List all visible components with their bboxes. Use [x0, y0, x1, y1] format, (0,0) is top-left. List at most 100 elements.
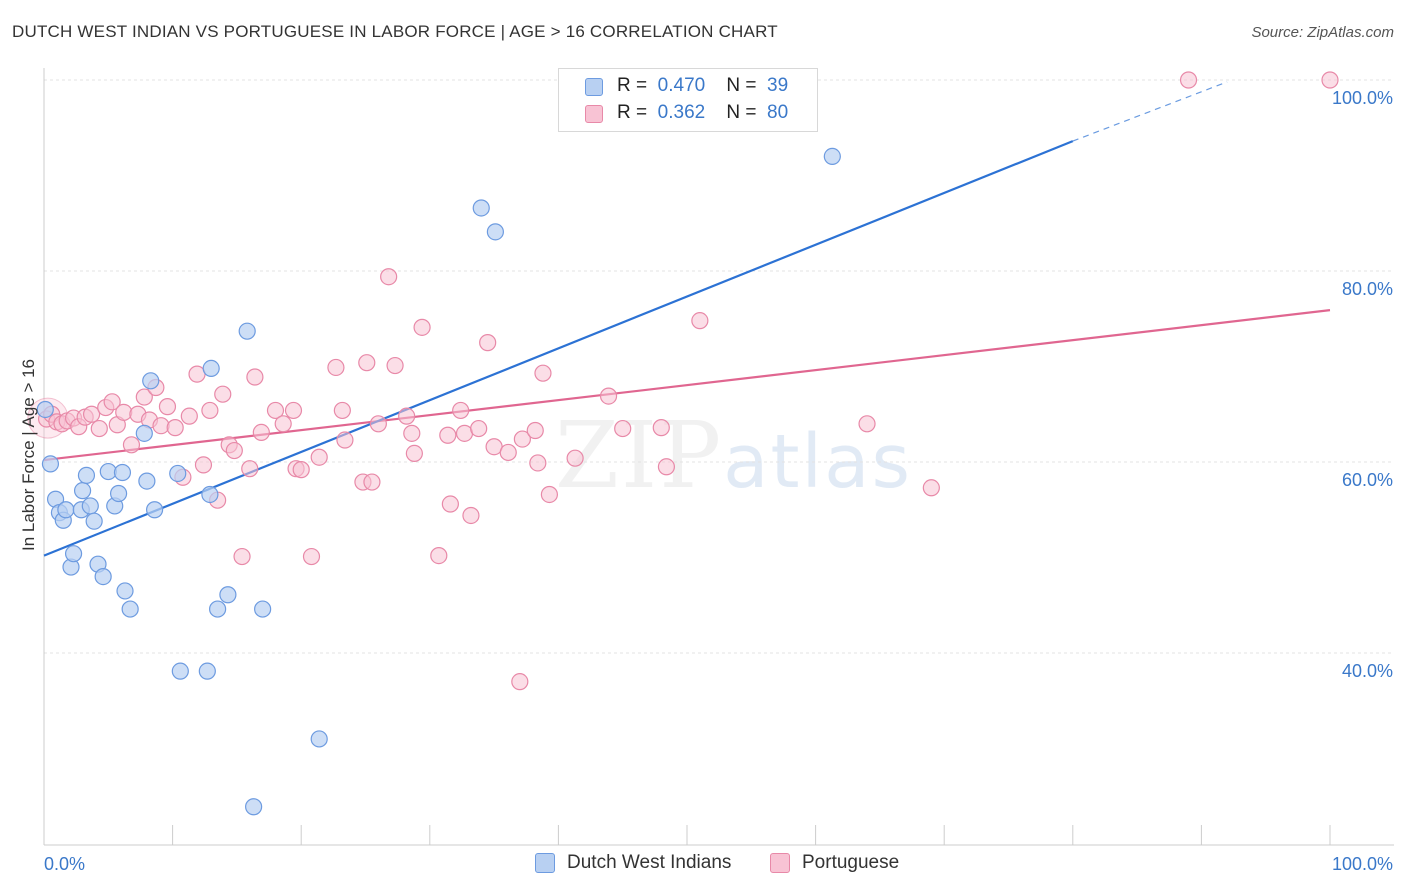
data-point-portuguese: [115, 403, 133, 421]
data-point-dutch-west-indians: [472, 199, 490, 217]
data-point-dutch-west-indians: [135, 424, 153, 442]
data-point-portuguese: [201, 401, 219, 420]
data-point-portuguese: [358, 354, 376, 372]
data-point-dutch-west-indians: [109, 484, 128, 503]
data-point-dutch-west-indians: [219, 586, 237, 604]
data-point-portuguese: [333, 401, 351, 420]
data-point-portuguese: [266, 401, 285, 420]
trend-line-dutch-west-indians: [43, 140, 1074, 557]
data-point-portuguese: [439, 426, 457, 444]
data-point-portuguese: [540, 485, 558, 504]
data-point-dutch-west-indians: [486, 223, 504, 241]
data-point-portuguese: [369, 415, 387, 433]
data-point-portuguese: [657, 458, 676, 476]
data-point-dutch-west-indians: [245, 798, 263, 816]
data-point-portuguese: [526, 421, 544, 440]
legend-n-value: 39: [767, 75, 789, 96]
axes: [43, 68, 1394, 846]
data-point-portuguese: [405, 444, 423, 463]
bottom-legend-swatch-blue: [535, 853, 555, 873]
data-point-portuguese: [310, 448, 328, 466]
data-point-portuguese: [652, 419, 670, 437]
y-tick-label: 60.0%: [1342, 470, 1393, 490]
data-point-dutch-west-indians: [57, 501, 75, 519]
data-point-portuguese: [327, 358, 345, 377]
data-point-dutch-west-indians: [64, 545, 83, 563]
legend-swatch-pink: [585, 105, 603, 123]
data-point-portuguese: [1321, 71, 1339, 89]
data-point-portuguese: [403, 424, 421, 442]
data-point-dutch-west-indians: [41, 455, 60, 473]
data-point-dutch-west-indians: [36, 400, 54, 419]
y-tick-label: 40.0%: [1342, 661, 1393, 681]
data-point-portuguese: [166, 419, 184, 437]
data-point-dutch-west-indians: [81, 497, 99, 515]
data-point-portuguese: [284, 401, 303, 420]
data-point-portuguese: [1179, 71, 1198, 89]
data-point-portuguese: [135, 388, 153, 406]
data-point-portuguese: [90, 419, 108, 438]
data-point-portuguese: [479, 334, 497, 352]
data-point-portuguese: [158, 398, 177, 416]
data-point-portuguese: [566, 449, 584, 467]
data-point-portuguese: [614, 419, 632, 438]
data-point-dutch-west-indians: [113, 463, 132, 482]
legend-swatch-blue: [585, 78, 603, 96]
trend-line-dutch-west-indians-extension: [1072, 81, 1228, 142]
data-point-portuguese: [292, 461, 310, 479]
data-point-dutch-west-indians: [310, 730, 328, 748]
data-point-portuguese: [233, 547, 251, 566]
data-point-dutch-west-indians: [209, 600, 227, 618]
data-point-dutch-west-indians: [169, 464, 187, 483]
data-point-portuguese: [103, 393, 121, 411]
y-axis-label: In Labor Force | Age > 16: [19, 359, 38, 551]
data-point-dutch-west-indians: [77, 466, 96, 484]
data-point-portuguese: [413, 318, 431, 336]
data-point-dutch-west-indians: [198, 662, 216, 680]
data-point-portuguese: [82, 405, 101, 423]
data-point-dutch-west-indians: [238, 322, 256, 340]
data-point-portuguese: [599, 387, 618, 405]
x-tick-label: 0.0%: [44, 854, 85, 874]
data-point-portuguese: [452, 401, 470, 420]
data-point-portuguese: [691, 312, 709, 330]
data-point-portuguese: [194, 456, 213, 474]
data-point-portuguese: [241, 460, 259, 478]
data-point-dutch-west-indians: [145, 501, 164, 519]
bottom-legend-swatch-pink: [770, 853, 790, 873]
y-tick-label: 80.0%: [1342, 279, 1393, 299]
y-tick-label: 100.0%: [1332, 88, 1393, 108]
legend-n-label: N =: [726, 75, 757, 96]
data-point-portuguese: [534, 364, 552, 382]
chart-title: DUTCH WEST INDIAN VS PORTUGUESE IN LABOR…: [12, 22, 778, 41]
data-point-dutch-west-indians: [202, 359, 220, 378]
data-point-portuguese: [274, 415, 292, 433]
data-point-dutch-west-indians: [254, 600, 272, 618]
trend-line-portuguese: [43, 309, 1331, 462]
data-point-dutch-west-indians: [823, 147, 841, 165]
data-point-dutch-west-indians: [142, 372, 160, 390]
legend-r-value: 0.362: [657, 102, 706, 123]
data-point-dutch-west-indians: [171, 662, 189, 680]
data-point-dutch-west-indians: [201, 485, 219, 504]
legend-n-value: 80: [767, 102, 789, 123]
data-point-portuguese: [922, 479, 940, 497]
data-point-portuguese: [336, 431, 354, 449]
legend-n-label: N =: [726, 102, 757, 123]
data-points: [27, 71, 1339, 816]
data-point-portuguese: [430, 546, 448, 565]
data-point-portuguese: [214, 385, 232, 403]
data-point-portuguese: [441, 495, 459, 513]
data-point-portuguese: [511, 673, 529, 691]
legend-r-label: R =: [617, 102, 648, 123]
data-point-dutch-west-indians: [85, 512, 103, 530]
data-point-portuguese: [380, 268, 398, 286]
data-point-portuguese: [858, 415, 876, 433]
data-point-portuguese: [386, 356, 404, 375]
source-credit: Source: ZipAtlas.com: [1251, 24, 1394, 41]
data-point-portuguese: [462, 506, 480, 525]
legend-r-label: R =: [617, 75, 648, 96]
x-tick-label: 100.0%: [1332, 854, 1393, 874]
data-point-dutch-west-indians: [121, 600, 139, 618]
